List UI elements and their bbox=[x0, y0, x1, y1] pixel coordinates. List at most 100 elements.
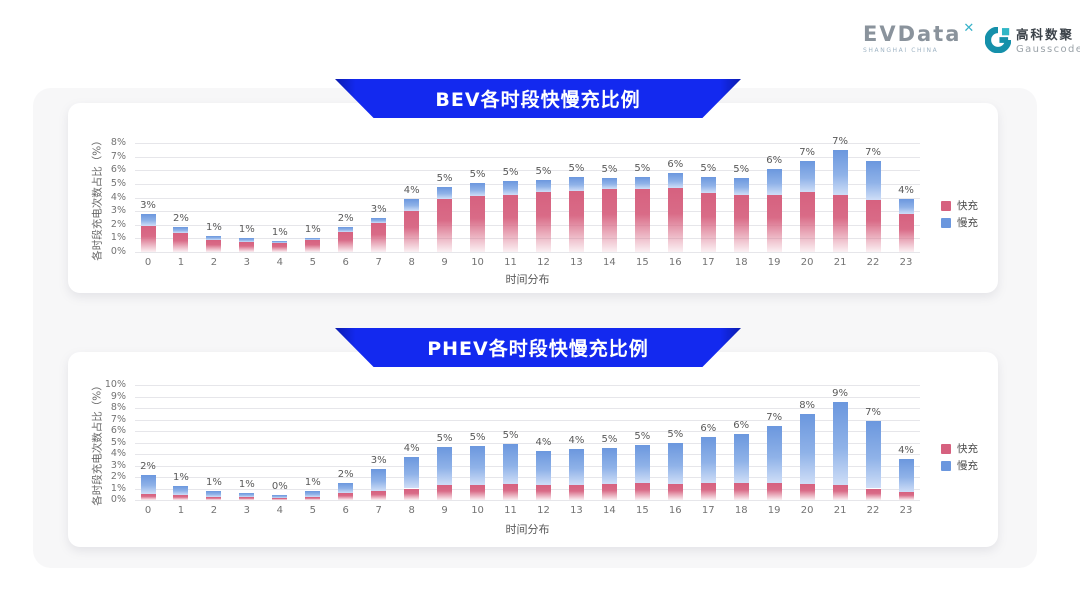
bar-hour-15-slow bbox=[634, 444, 650, 483]
bar-hour-2-slow bbox=[206, 235, 222, 240]
x-tick-label-8: 8 bbox=[408, 257, 415, 268]
y-tick-label: 1% bbox=[110, 482, 126, 494]
bar-total-label-hour-19: 6% bbox=[766, 154, 783, 166]
bar-hour-4-fast bbox=[272, 243, 288, 252]
x-tick-label-14: 14 bbox=[603, 505, 616, 516]
bar-total-label-hour-17: 6% bbox=[700, 422, 717, 434]
bar-hour-8-fast bbox=[404, 211, 420, 252]
bar-total-label-hour-7: 3% bbox=[370, 203, 387, 215]
x-tick-label-0: 0 bbox=[144, 505, 152, 516]
bar-total-label-hour-14: 5% bbox=[601, 164, 618, 176]
bar-hour-2-fast bbox=[206, 496, 222, 500]
bar-total-label-hour-11: 5% bbox=[502, 429, 519, 441]
bar-hour-18-fast bbox=[733, 194, 749, 252]
bar-hour-4-slow bbox=[272, 241, 288, 244]
bar-total-label-hour-3: 1% bbox=[238, 224, 255, 236]
x-tick-label-11: 11 bbox=[504, 505, 517, 516]
bar-hour-6-fast bbox=[338, 493, 354, 500]
bar-hour-1-fast bbox=[173, 495, 189, 500]
bar-total-label-hour-16: 5% bbox=[667, 428, 684, 440]
bar-hour-11-slow bbox=[503, 443, 519, 484]
x-tick-label-6: 6 bbox=[342, 505, 349, 516]
bar-hour-0-fast bbox=[140, 494, 156, 500]
gausscode-brand-cn: 高科数聚 bbox=[1016, 27, 1075, 42]
x-axis-title: 时间分布 bbox=[505, 523, 550, 536]
bar-hour-5-slow bbox=[305, 490, 321, 497]
bar-hour-12-slow bbox=[535, 179, 551, 193]
legend-item-慢充: 慢充 bbox=[941, 457, 978, 474]
bar-total-label-hour-23: 4% bbox=[898, 184, 914, 196]
bar-hour-17-fast bbox=[700, 482, 716, 500]
bar-hour-9-fast bbox=[437, 198, 453, 252]
x-tick-label-14: 14 bbox=[603, 257, 616, 268]
x-tick-label-20: 20 bbox=[800, 505, 814, 516]
bar-hour-9-slow bbox=[437, 447, 453, 486]
x-tick-label-12: 12 bbox=[537, 257, 550, 268]
bar-total-label-hour-12: 4% bbox=[535, 436, 552, 448]
bar-hour-7-fast bbox=[371, 490, 387, 500]
y-axis-title: 各时段充电次数占比（%） bbox=[91, 379, 104, 506]
bar-hour-11-fast bbox=[503, 483, 519, 500]
legend-swatch-icon bbox=[941, 460, 951, 471]
x-tick-label-1: 1 bbox=[177, 505, 185, 516]
x-tick-label-16: 16 bbox=[668, 505, 682, 516]
chart-legend: 快充 慢充 bbox=[941, 440, 978, 474]
bar-hour-9-slow bbox=[437, 186, 453, 199]
bar-total-label-hour-13: 4% bbox=[568, 435, 585, 447]
bar-total-label-hour-0: 3% bbox=[140, 199, 156, 211]
gausscode-text: 高科数聚 Gausscode bbox=[1016, 24, 1080, 55]
y-tick-label: 7% bbox=[110, 150, 126, 162]
bar-hour-20-fast bbox=[799, 483, 815, 500]
bar-hour-4-slow bbox=[272, 494, 288, 498]
x-tick-label-23: 23 bbox=[899, 257, 913, 268]
bar-total-label-hour-21: 7% bbox=[832, 135, 849, 147]
bar-hour-17-slow bbox=[700, 177, 716, 194]
bar-total-label-hour-17: 5% bbox=[700, 163, 717, 175]
gridline-1-pct bbox=[135, 238, 920, 240]
y-tick-label: 5% bbox=[110, 436, 126, 448]
gridline-1-pct bbox=[135, 488, 920, 490]
x-tick-label-23: 23 bbox=[899, 505, 913, 516]
bar-hour-5-fast bbox=[305, 240, 321, 252]
bar-total-label-hour-4: 1% bbox=[271, 227, 288, 239]
bar-hour-14-fast bbox=[601, 189, 617, 252]
bar-hour-18-slow bbox=[733, 434, 749, 483]
legend-item-快充: 快充 bbox=[941, 440, 978, 457]
bar-hour-3-fast bbox=[239, 497, 255, 500]
x-tick-label-22: 22 bbox=[866, 257, 880, 268]
bar-total-label-hour-15: 5% bbox=[634, 163, 651, 175]
bar-hour-11-slow bbox=[503, 181, 519, 195]
x-tick-label-7: 7 bbox=[375, 505, 382, 516]
y-tick-label: 0% bbox=[110, 494, 126, 505]
bar-hour-22-fast bbox=[865, 488, 881, 500]
bar-hour-14-slow bbox=[601, 448, 617, 485]
bar-hour-10-slow bbox=[470, 445, 486, 486]
gridline-4-pct bbox=[135, 197, 920, 199]
bar-hour-13-slow bbox=[568, 449, 584, 486]
x-tick-label-2: 2 bbox=[210, 505, 218, 516]
bar-total-label-hour-20: 8% bbox=[799, 399, 816, 411]
bar-hour-23-fast bbox=[898, 491, 914, 500]
x-tick-label-16: 16 bbox=[668, 257, 682, 268]
gridline-7-pct bbox=[135, 419, 920, 421]
bar-hour-0-fast bbox=[140, 226, 156, 252]
gridline-0-pct bbox=[135, 252, 920, 253]
legend-swatch-icon bbox=[941, 443, 951, 454]
phev-chart: 0% 1% 2% 3% 4% 5% 6% 7% 8% 9% 10% 各时段充电次数占比（%） 2% 0 1%… bbox=[68, 352, 998, 547]
bar-hour-8-fast bbox=[404, 488, 420, 500]
bar-hour-22-fast bbox=[865, 200, 881, 252]
bar-hour-21-slow bbox=[832, 149, 848, 195]
bar-total-label-hour-1: 1% bbox=[173, 472, 189, 484]
legend-swatch-icon bbox=[941, 217, 951, 228]
bar-hour-20-fast bbox=[799, 192, 815, 252]
bar-total-label-hour-18: 6% bbox=[733, 420, 750, 432]
bar-total-label-hour-2: 1% bbox=[205, 476, 222, 488]
bar-total-label-hour-6: 2% bbox=[337, 468, 354, 480]
gridline-5-pct bbox=[135, 442, 920, 444]
bev-chart: 0% 1% 2% 3% 4% 5% 6% 7% 8% 各时段充电次数占比（%） 3% 0 2% 1 1% 2 1… bbox=[68, 103, 998, 293]
bar-total-label-hour-22: 7% bbox=[865, 406, 881, 418]
bar-total-label-hour-23: 4% bbox=[898, 444, 914, 456]
x-tick-label-4: 4 bbox=[276, 257, 283, 268]
x-tick-label-9: 9 bbox=[441, 505, 448, 516]
x-tick-label-10: 10 bbox=[471, 257, 484, 268]
